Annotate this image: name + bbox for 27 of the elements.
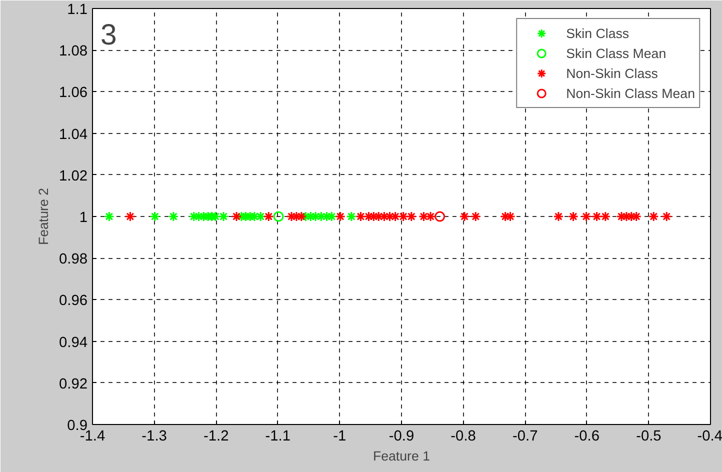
x-tick-label: -1	[333, 428, 346, 444]
legend-label: Skin Class Mean	[566, 46, 666, 60]
legend-label: Non-Skin Class	[566, 66, 658, 80]
legend-label: Non-Skin Class Mean	[566, 86, 695, 100]
y-tick-label: 1.1	[67, 2, 88, 18]
y-tick-label: 0.92	[58, 376, 88, 392]
x-tick-label: -0.5	[636, 428, 662, 444]
y-tick-label: 0.94	[58, 334, 88, 351]
x-tick-label: -0.8	[450, 428, 476, 444]
y-tick-label: 0.98	[58, 252, 88, 268]
x-tick-label: -1.3	[142, 428, 167, 444]
annotation: 3	[100, 18, 117, 52]
x-tick-label: -0.7	[512, 428, 538, 444]
y-axis-title: Feature 2	[36, 188, 51, 246]
x-tick-label: -1.1	[265, 428, 291, 444]
y-tick-label: 1.04	[58, 126, 88, 143]
y-tick-label: 1	[79, 210, 88, 226]
y-tick-label: 1.02	[58, 168, 88, 184]
x-tick-label: -0.6	[574, 428, 600, 444]
y-tick-label: 1.06	[58, 85, 88, 102]
x-tick-label: -0.9	[388, 428, 414, 444]
y-tick-label: 1.08	[58, 44, 88, 60]
x-tick-label: -1.2	[203, 428, 229, 444]
x-axis-title: Feature 1	[372, 448, 430, 464]
x-tick-label: -0.4	[697, 428, 722, 444]
y-tick-label: 0.96	[58, 293, 88, 310]
legend-label: Skin Class	[566, 26, 630, 40]
